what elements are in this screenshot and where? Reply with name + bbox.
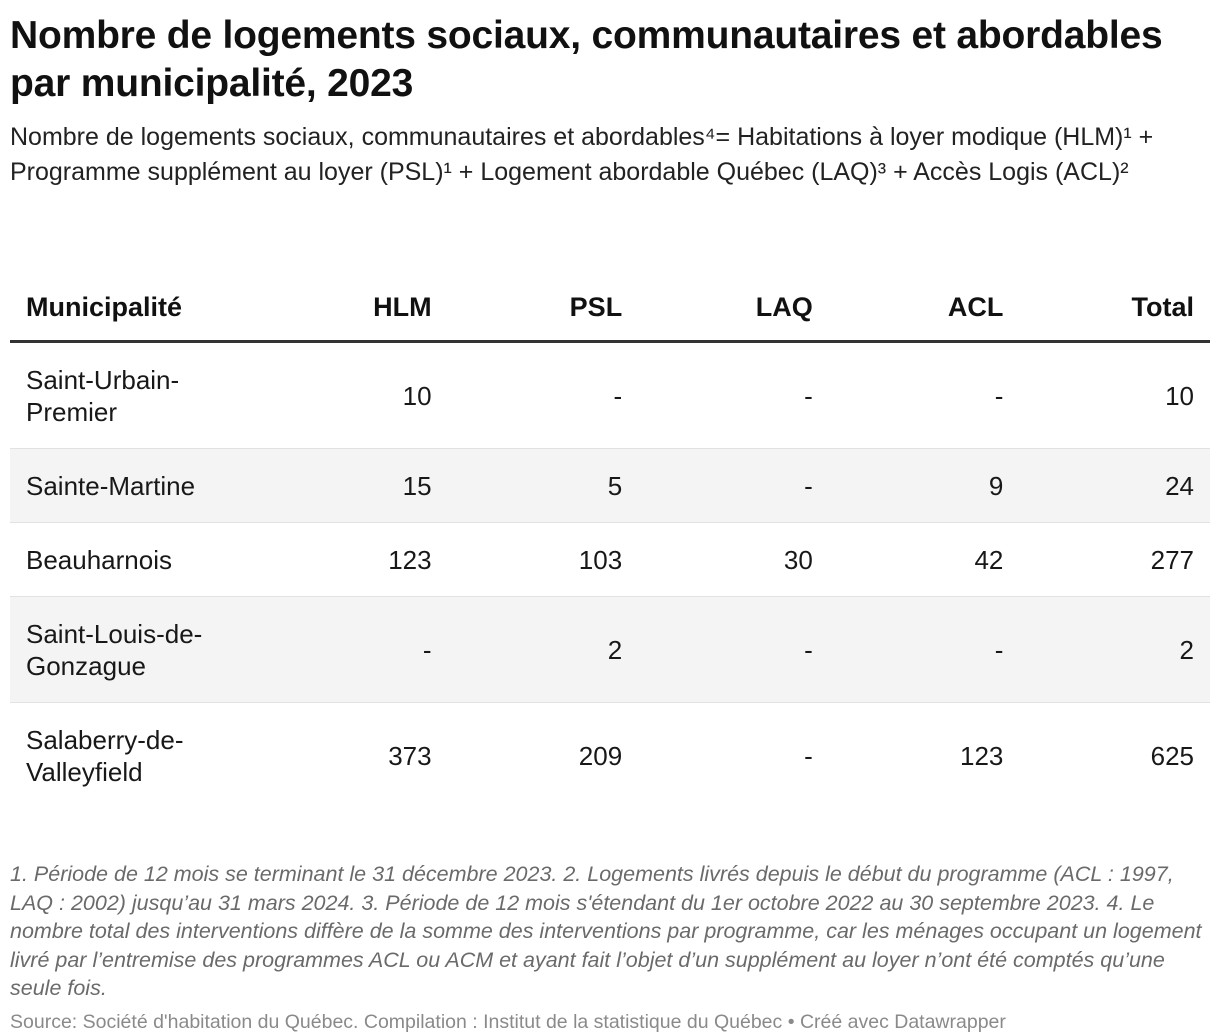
cell-acl: -: [828, 341, 1020, 449]
row-label: Saint-Louis-de-Gonzague: [10, 596, 257, 703]
row-label: Sainte-Martine: [10, 448, 257, 523]
chart-container: Nombre de logements sociaux, communautai…: [10, 12, 1210, 1033]
column-header-hlm: HLM: [257, 274, 448, 343]
footnotes: 1. Période de 12 mois se terminant le 31…: [10, 862, 1202, 1000]
row-label: Saint-Urbain-Premier: [10, 341, 257, 449]
data-table: Municipalité HLM PSL LAQ ACL Total Saint…: [10, 274, 1210, 809]
cell-laq: -: [638, 448, 829, 523]
source-credit: Source: Société d'habitation du Québec. …: [10, 1011, 1006, 1033]
cell-laq: -: [638, 341, 829, 449]
cell-psl: -: [447, 341, 639, 449]
cell-total: 24: [1019, 448, 1210, 523]
cell-acl: 123: [959, 740, 1004, 771]
cell-psl: 5: [447, 448, 639, 523]
cell-psl: 209: [578, 740, 623, 771]
chart-title: Nombre de logements sociaux, communautai…: [10, 14, 1163, 105]
cell-psl: 2: [447, 596, 639, 703]
cell-acl: 42: [828, 522, 1020, 597]
cell-hlm: -: [257, 596, 448, 703]
cell-total: 625: [1150, 740, 1194, 771]
cell-laq: -: [804, 740, 813, 771]
cell-hlm: 123: [257, 522, 448, 597]
table-row: Beauharnois 123 103 30 42 277: [10, 522, 1210, 597]
cell-hlm: 15: [257, 448, 448, 523]
column-header-laq: LAQ: [638, 274, 829, 343]
cell-laq: 30: [638, 522, 829, 597]
cell-total: 277: [1019, 522, 1210, 597]
table-row: Saint-Urbain-Premier 10 - - - 10: [10, 341, 1210, 449]
cell-total: 2: [1019, 596, 1210, 703]
table-row: Sainte-Martine 15 5 - 9 24: [10, 448, 1210, 523]
row-label: Beauharnois: [10, 522, 257, 597]
table-row: Salaberry-de-Valleyfield 373 209 - 123 6…: [10, 703, 1210, 809]
chart-subtitle: Nombre de logements sociaux, communautai…: [10, 123, 1154, 186]
column-header-acl: ACL: [828, 274, 1020, 343]
table-row: Saint-Louis-de-Gonzague - 2 - - 2: [10, 596, 1210, 703]
cell-hlm: 373: [388, 740, 432, 771]
column-header-municipalite: Municipalité: [10, 274, 257, 343]
cell-laq: -: [638, 596, 829, 703]
cell-psl: 103: [447, 522, 639, 597]
cell-hlm: 10: [257, 341, 448, 449]
row-label: Salaberry-de-Valleyfield: [26, 724, 184, 787]
cell-acl: -: [828, 596, 1020, 703]
column-header-psl: PSL: [447, 274, 639, 343]
header-row: Municipalité HLM PSL LAQ ACL Total: [10, 274, 1210, 343]
cell-acl: 9: [828, 448, 1020, 523]
cell-total: 10: [1019, 341, 1210, 449]
column-header-total: Total: [1019, 274, 1210, 343]
